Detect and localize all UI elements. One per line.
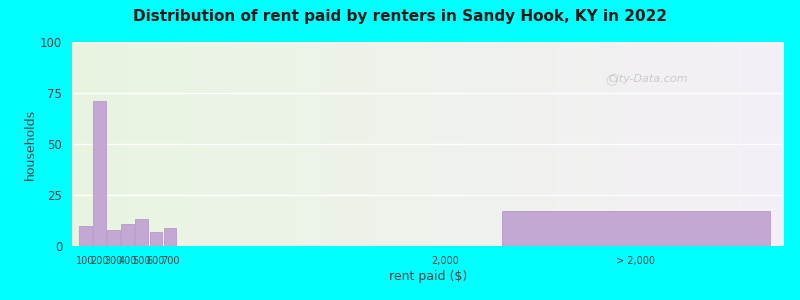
Text: ○: ○ [606,72,618,86]
Bar [502,211,770,246]
Y-axis label: households: households [24,108,38,180]
Bar [135,220,148,246]
Bar [79,226,92,246]
Bar [107,230,120,246]
X-axis label: rent paid ($): rent paid ($) [389,270,467,283]
Bar [150,232,162,246]
Text: City-Data.com: City-Data.com [609,74,689,84]
Bar [122,224,134,246]
Bar [93,101,106,246]
Bar [164,228,176,246]
Text: Distribution of rent paid by renters in Sandy Hook, KY in 2022: Distribution of rent paid by renters in … [133,9,667,24]
